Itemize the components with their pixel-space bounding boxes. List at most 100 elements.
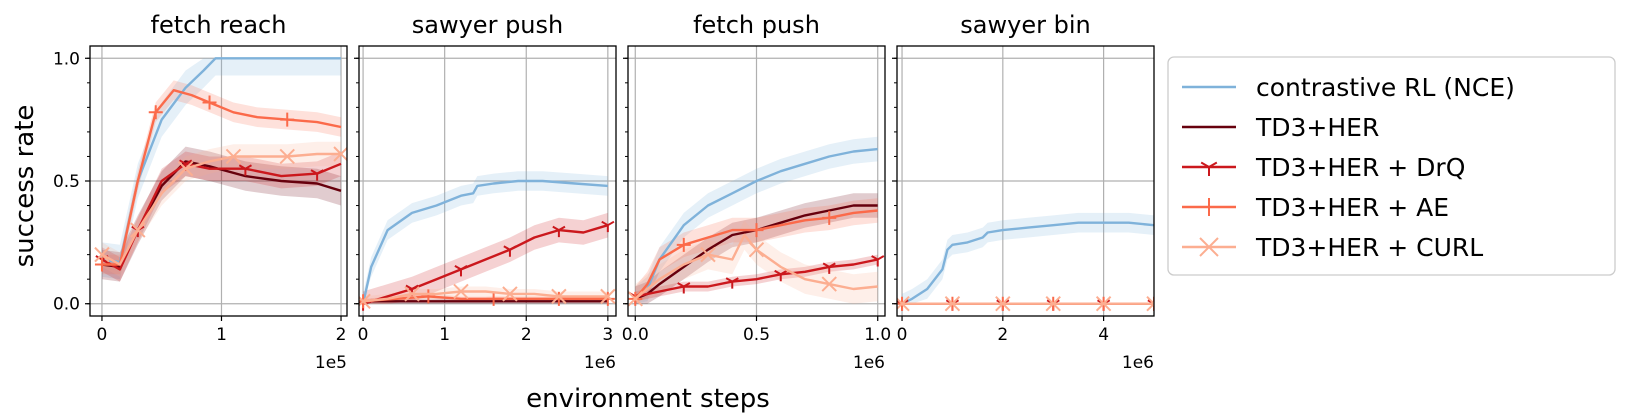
panel-title: fetch push [693,11,820,39]
data-point-marker [148,105,163,120]
data-point-marker [421,289,436,304]
data-point-marker [1146,296,1154,312]
x-tick-label: 0.0 [622,325,649,345]
confidence-band [102,58,341,280]
x-tick-label: 2 [997,325,1008,345]
series-line [362,290,608,303]
x-tick-label: 4 [1098,325,1109,345]
x-tick-label: 0 [897,325,908,345]
data-point-marker [94,257,109,272]
data-point-marker [1095,296,1112,312]
x-tick-label: 0 [358,325,369,345]
legend-marker [1199,237,1219,257]
data-point-marker [676,237,691,252]
x-multiplier-label: 1e6 [584,353,616,373]
data-point-marker [404,286,420,302]
panel-title: sawyer push [412,11,563,39]
panel-title: fetch reach [151,11,287,39]
x-axis-label: environment steps [526,384,770,414]
data-point-marker [700,246,716,263]
data-point-marker [995,296,1011,312]
data-point-marker [871,255,885,267]
data-point-marker [749,223,764,238]
x-multiplier-label: 1e6 [1122,353,1154,373]
data-point-marker [677,282,691,294]
data-point-marker [552,225,566,238]
data-point-marker [238,164,252,176]
data-point-marker [280,112,295,127]
legend-entry: TD3+HER + DrQ [1182,153,1465,182]
data-point-marker [628,291,643,307]
data-point-marker [94,246,110,263]
legend-label: TD3+HER [1255,113,1379,142]
x-multiplier-label: 1e5 [315,353,347,373]
data-point-marker [502,286,518,302]
series-group [94,57,347,282]
confidence-band [102,80,341,275]
data-point-marker [359,293,371,309]
data-point-marker [202,95,217,110]
panel-sawyer-push: 0 1 2 3 1e6 sawyer push [354,11,617,373]
panel-fetch-reach: 0 1 2 0.0 0.5 1.0 1e5 fetch reach [53,11,348,373]
confidence-band [635,136,878,304]
y-tick-label: 0.0 [53,295,80,315]
data-point-marker [225,148,242,165]
series-line [634,204,878,300]
data-point-marker [279,148,295,165]
data-point-marker [454,264,468,277]
legend-entry: TD3+HER [1182,113,1379,142]
legend-label: TD3+HER + DrQ [1255,153,1465,182]
series-line [101,152,341,266]
data-point-marker [725,277,739,289]
data-point-marker [822,210,837,225]
y-tick-label: 1.0 [53,49,80,69]
x-tick-label: 1 [216,325,227,345]
x-tick-label: 2 [521,325,532,345]
legend-marker [1200,198,1218,216]
x-multiplier-label: 1e6 [853,353,885,373]
data-point-marker [333,146,347,162]
data-point-marker [503,245,517,257]
series-group [897,212,1154,312]
x-tick-label: 1 [439,325,450,345]
x-tick-label: 1.0 [864,325,891,345]
data-point-marker [177,161,194,177]
data-point-marker [310,169,324,181]
data-point-marker [601,220,615,233]
confidence-band [363,171,608,304]
data-point-marker [130,222,146,238]
panel-fetch-push: 0.0 0.5 1.0 1e6 fetch push [622,11,891,373]
x-tick-label: 3 [602,325,613,345]
panel-title: sawyer bin [960,11,1090,39]
confidence-band [635,254,878,302]
x-tick-label: 0.5 [743,325,770,345]
confidence-band [902,212,1154,304]
y-axis-label: success rate [10,105,40,268]
y-tick-label: 0.5 [53,172,80,192]
series-line [362,224,609,305]
data-point-marker [774,269,788,282]
data-point-marker [748,242,765,258]
legend-marker [1200,161,1218,176]
legend-entry: TD3+HER + CURL [1182,233,1483,262]
data-point-marker [486,291,501,306]
legend-entry: TD3+HER + AE [1182,193,1449,222]
data-point-marker [1045,296,1061,312]
legend-label: TD3+HER + AE [1255,193,1449,222]
chart-panels: 0 1 2 0.0 0.5 1.0 1e5 fetch reach 0 1 2 3 1e6 sawyer … [53,11,1155,373]
legend-label: TD3+HER + CURL [1255,233,1483,262]
data-point-marker [944,296,961,312]
data-point-marker [821,276,837,292]
confidence-band [635,193,878,304]
panel-sawyer-bin: 0 2 4 1e6 sawyer bin [892,11,1155,373]
series-line [901,221,1154,305]
legend-entry: contrastive RL (NCE) [1182,73,1515,102]
data-point-marker [600,288,616,305]
data-point-marker [600,291,615,306]
data-point-marker [551,288,567,305]
x-tick-label: 0 [97,325,108,345]
series-line [635,258,878,298]
x-tick-label: 2 [336,325,347,345]
legend-label: contrastive RL (NCE) [1256,73,1515,102]
